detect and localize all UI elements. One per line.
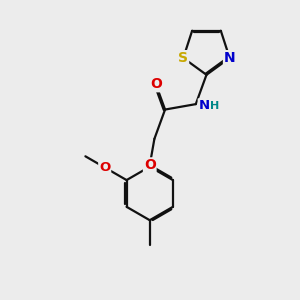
Text: N: N	[224, 51, 236, 65]
Text: H: H	[210, 100, 219, 111]
Text: O: O	[99, 161, 110, 174]
Text: O: O	[150, 77, 162, 92]
Text: O: O	[144, 158, 156, 172]
Text: N: N	[199, 99, 210, 112]
Text: S: S	[178, 51, 188, 65]
